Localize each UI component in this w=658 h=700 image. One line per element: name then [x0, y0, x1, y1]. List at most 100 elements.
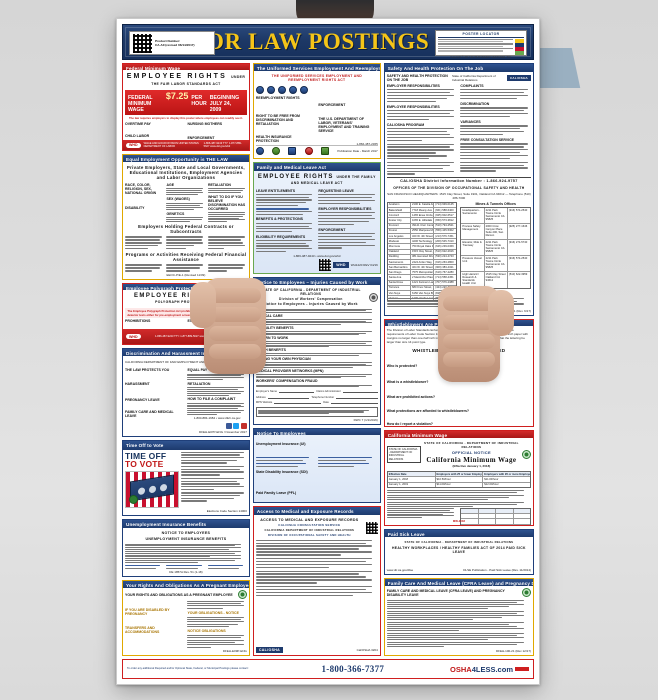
panel-title: California Minimum Wage: [384, 431, 534, 439]
panel-title: The Uniformed Services Employment And Re…: [253, 64, 380, 72]
poster-board: Federal Minimum Wage EMPLOYEE RIGHTS UND…: [122, 63, 535, 656]
district-name: Redding: [388, 254, 411, 259]
vets-logo-icon: [272, 147, 281, 155]
office-address: 1515 Clay Street Oakland CA 94612: [485, 272, 508, 289]
district-name: Sacramento: [388, 259, 411, 265]
form-input-line[interactable]: [274, 400, 322, 405]
section-heading: WORKERS' COMPENSATION FRAUD: [255, 379, 318, 384]
district-phone: (714) 558-4451: [435, 276, 454, 280]
district-address: 464 W. 4th Street, Suite 332: [411, 265, 435, 270]
form-input-line[interactable]: [279, 389, 315, 394]
section-heading: ENFORCEMENT: [187, 135, 215, 140]
ui-subhead-2: UNEMPLOYMENT INSURANCE BENEFITS: [145, 537, 227, 542]
section-heading: NURSING MOTHERS: [187, 121, 223, 126]
panel-text-columns: REEMPLOYMENT RIGHTS RIGHT TO BE FREE FRO…: [255, 96, 378, 146]
poster-masthead: Product Number: CA-All (revised 06/14/20…: [122, 24, 534, 60]
state-seal-icon: [237, 590, 247, 600]
section-heading: State Disability Insurance (SDI): [255, 469, 308, 474]
district-table-title: CAL/OSHA District Information Number : 1…: [386, 177, 532, 184]
dfeh-contact: 1-800-884-1684 • www.dfeh.ca.gov: [193, 416, 241, 421]
california-wage-table: Effective Date Employers with 25 or fewe…: [386, 471, 532, 488]
cal-osha-badge: CAL/OSHA: [506, 75, 532, 82]
district-address: 1221 Farmers Lane, Suite 300: [411, 280, 435, 285]
form-input-line[interactable]: [267, 395, 310, 399]
district-name: Santa Ana: [388, 275, 411, 280]
table-row: January 1, 2019 $11.00/hour $12.00/hour: [388, 482, 530, 487]
panel-footnote: Cal/OSHA 3204: [356, 648, 378, 652]
section-heading: MEDICAL CARE: [255, 313, 283, 318]
state-seal-icon: [522, 449, 532, 459]
district-address: 2100 E. Katella Ave, Suite 140: [411, 202, 435, 208]
section-heading: MEDICAL PROVIDER NETWORKS (MPN): [255, 368, 324, 373]
section-heading: CHILD LABOR: [125, 134, 150, 139]
youtube-icon: [240, 422, 247, 429]
panel-text-columns: RACE, COLOR, RELIGION, SEX, NATIONAL ORI…: [125, 182, 247, 222]
section-heading: ENFORCEMENT: [318, 227, 346, 232]
state-seal-icon: [522, 588, 532, 598]
wage-small-employer: $10.50/hour: [436, 477, 484, 482]
logo-copyright: Copyright © 2017 ELITE BUSINESS VENTURES…: [450, 55, 512, 59]
army-seal-icon: [255, 85, 264, 94]
district-name: Foster City: [388, 218, 411, 223]
panel-text-columns: IF YOU ARE DISABLED BY PREGNANCY TRANSFE…: [125, 600, 247, 648]
district-phone: (909) 383-4321: [435, 265, 454, 269]
district-name: Torrance: [388, 285, 411, 291]
fmla-contact: 1-866-487-9243 • www.dol.gov/whd: [293, 253, 341, 258]
form-input-line[interactable]: [342, 389, 378, 394]
panel-footnote: WH1420 REV 04/16: [350, 263, 378, 267]
section-heading: ELIGIBILITY REQUIREMENTS: [255, 234, 306, 239]
product-number-caption: Product Number:: [155, 38, 181, 43]
section-heading: HARASSMENT: [125, 382, 150, 387]
district-phone: (510) 622-2916: [435, 250, 454, 254]
records-subhead-2: CAL/OSHA CONSULTATION SERVICE: [278, 523, 341, 528]
ui-subhead-1: NOTICE TO EMPLOYEES: [161, 530, 211, 535]
safety-agency: State of California Department of Indust…: [451, 74, 496, 83]
psl-agency: STATE OF CALIFORNIA - DEPARTMENT OF INDU…: [404, 539, 514, 544]
panel-title: Federal Minimum Wage: [123, 64, 249, 71]
safety-headline: SAFETY AND HEALTH PROTECTION ON THE JOB: [386, 74, 448, 83]
section-heading: HOW TO FILE A COMPLAINT: [187, 397, 236, 402]
form-input-line[interactable]: [336, 395, 378, 399]
poster-column-right: Safety And Health Protection On The Job …: [383, 63, 535, 656]
panel-time-off-to-vote: Time Off to Vote TIME OFF TO VOTE: [122, 440, 250, 517]
hand-right: [438, 286, 514, 382]
ca-headline-note: (Effective January 1, 2018): [452, 464, 491, 469]
panel-text-columns: THE LAW PROTECTS YOU HARASSMENT PREGNANC…: [125, 368, 247, 429]
esgr-logo-icon: [288, 147, 297, 155]
district-name: Van Nuys: [388, 291, 411, 296]
vote-graphic: TIME OFF TO VOTE: [125, 452, 179, 508]
panel-footnote: DFEH-100-21 (Rev 12/17): [496, 649, 532, 654]
district-name: Oakland: [388, 249, 411, 254]
district-address: 680 Knox Street, Suite 100: [411, 285, 435, 291]
poster-locator-title: POSTER LOCATOR: [438, 32, 524, 38]
section-heading: RETALIATION: [207, 182, 231, 187]
wage-col-header: Effective Date: [387, 472, 436, 477]
panel-footnote: DWC 7 (1/1/2016): [353, 418, 378, 423]
panel-title: Time Off to Vote: [123, 441, 249, 450]
district-phone: (213) 576-7451: [435, 234, 454, 238]
usa-logo-icon: [321, 147, 330, 155]
ca-official-notice: OFFICIAL NOTICE: [451, 450, 491, 456]
vote-graphic-line2: TO VOTE: [125, 459, 164, 470]
form-label: Date: [323, 401, 329, 405]
form-input-line[interactable]: [330, 400, 378, 405]
poster-column-middle: The Uniformed Services Employment And Re…: [252, 63, 381, 656]
panel-text-columns: OVERTIME PAY CHILD LABOR TIP CREDIT NURS…: [125, 121, 247, 140]
records-subhead-4: DIVISION OF OCCUPATIONAL SAFETY AND HEAL…: [267, 533, 351, 538]
psl-contact: www.dir.ca.gov/dlse: [386, 568, 414, 572]
panel-california-minimum-wage: California Minimum Wage STATE OF CALIFOR…: [383, 430, 535, 526]
footer-phone-number: 1-800-366-7377: [321, 664, 385, 674]
panel-access-medical-exposure-records: Access to Medical and Exposure Records A…: [252, 506, 381, 656]
brand-name-blue: 4LESS.com: [471, 664, 513, 674]
panel-footnote: EEOC-P/E-1 (Revised 11/09): [166, 273, 206, 277]
coastguard-seal-icon: [299, 85, 308, 94]
panel-footnote: Publication Date - March 2017: [337, 149, 378, 153]
section-heading: REEMPLOYMENT RIGHTS: [255, 96, 300, 101]
office-phone: (925) 277-1646: [508, 224, 528, 228]
office-name: Pressure Vessel Unit: [461, 256, 485, 272]
panel-text-columns-3: [125, 264, 247, 272]
twitter-icon: [233, 422, 240, 429]
headline-sub: UNDER THE FAIR LABOR STANDARDS ACT: [151, 75, 246, 87]
flag-stripes-graphic: [125, 470, 179, 508]
district-phone: (510) 794-2521: [435, 224, 454, 228]
